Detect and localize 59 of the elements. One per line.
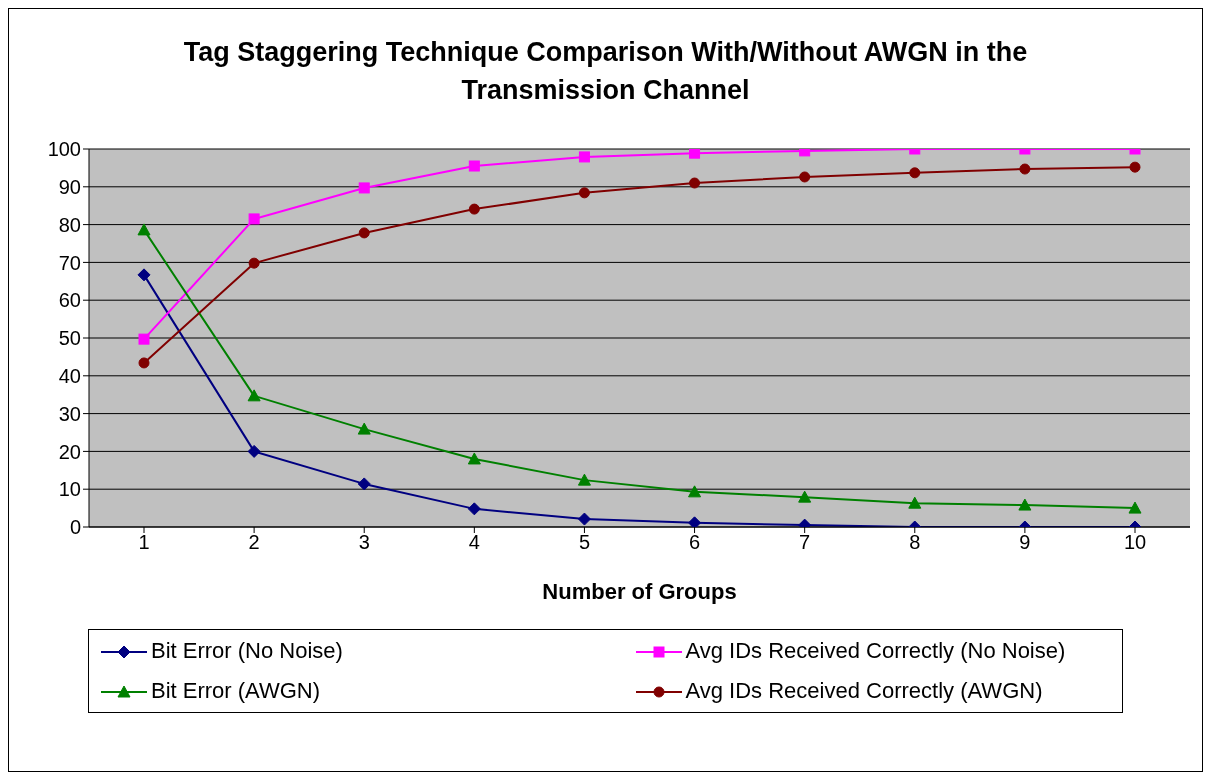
point — [468, 203, 480, 215]
point — [247, 444, 261, 458]
point — [137, 268, 151, 282]
point — [1129, 161, 1141, 173]
point — [688, 485, 702, 498]
y-tick-label: 30 — [58, 402, 81, 425]
point — [357, 422, 371, 435]
legend-label: Bit Error (No Noise) — [150, 638, 344, 664]
point — [798, 490, 812, 503]
legend-label: Bit Error (AWGN) — [150, 678, 322, 704]
point — [248, 213, 260, 225]
y-tick-label: 80 — [58, 213, 81, 236]
x-tick-label: 6 — [688, 531, 701, 554]
legend-label: Avg IDs Received Correctly (AWGN) — [684, 678, 1044, 704]
point — [1128, 501, 1142, 514]
point — [578, 151, 590, 163]
point — [358, 182, 370, 194]
point — [577, 512, 591, 526]
point — [1019, 163, 1031, 175]
y-tick-label: 70 — [58, 251, 81, 274]
y-tick-label: 10 — [58, 478, 81, 501]
point — [467, 502, 481, 516]
point — [247, 389, 261, 402]
point — [689, 177, 701, 189]
point — [138, 357, 150, 369]
y-tick-label: 60 — [58, 289, 81, 312]
point — [689, 149, 701, 159]
point — [908, 496, 922, 509]
point — [357, 477, 371, 491]
x-tick-label: 8 — [909, 531, 921, 554]
y-tick-label: 90 — [58, 175, 81, 198]
point — [1018, 498, 1032, 511]
point — [138, 333, 150, 345]
point — [358, 227, 370, 239]
chart-title: Tag Staggering Technique Comparison With/Without AWGN in the Transmission Channel — [182, 36, 1029, 107]
point — [578, 187, 590, 199]
legend-label: Avg IDs Received Correctly (No Noise) — [684, 638, 1067, 664]
point — [909, 167, 921, 179]
point — [799, 171, 811, 183]
x-tick-label: 5 — [578, 531, 591, 554]
y-tick-label: 40 — [58, 364, 81, 387]
y-tick-label: 100 — [47, 138, 81, 161]
y-tick-label: 0 — [69, 516, 81, 539]
point — [137, 223, 151, 236]
x-tick-label: 1 — [138, 531, 150, 554]
y-tick-label: 50 — [58, 327, 81, 350]
point — [688, 516, 702, 527]
x-tick-label: 7 — [799, 531, 811, 554]
point — [577, 473, 591, 486]
x-tick-label: 9 — [1019, 531, 1031, 554]
point — [467, 452, 481, 465]
x-axis-title: Number of Groups — [542, 579, 737, 604]
x-tick-label: 2 — [248, 531, 260, 554]
x-tick-label: 4 — [468, 531, 480, 554]
x-tick-label: 3 — [358, 531, 370, 554]
x-tick-label: 10 — [1123, 531, 1147, 554]
y-tick-label: 20 — [58, 440, 81, 463]
point — [248, 257, 260, 269]
point — [468, 160, 480, 172]
